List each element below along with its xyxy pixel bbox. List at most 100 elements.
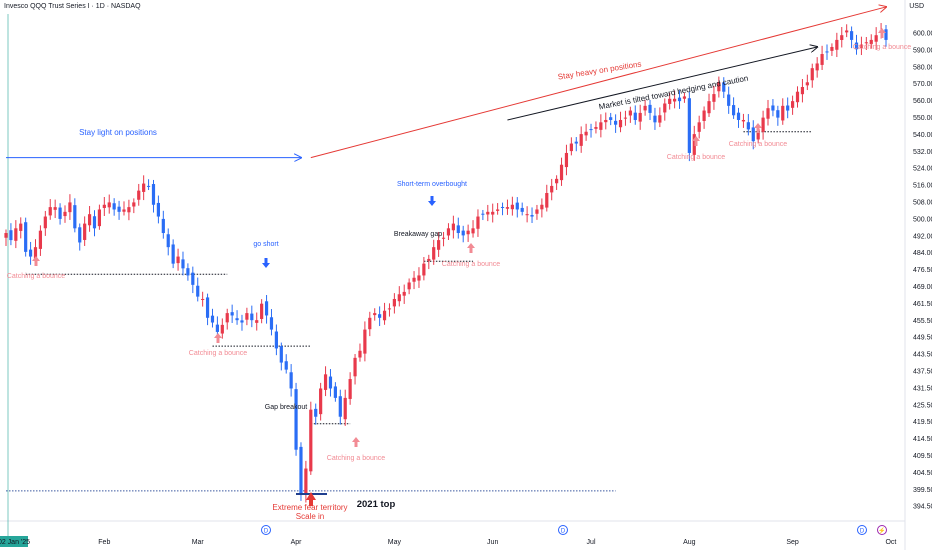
candle[interactable] (461, 225, 465, 243)
candle[interactable] (815, 57, 819, 78)
candle[interactable] (43, 210, 47, 236)
candle[interactable] (722, 77, 726, 99)
candle[interactable] (604, 112, 608, 130)
candle[interactable] (122, 201, 126, 216)
candle[interactable] (697, 115, 701, 139)
candle[interactable] (245, 307, 249, 326)
candle[interactable] (736, 107, 741, 128)
candle[interactable] (97, 204, 102, 230)
candle[interactable] (727, 86, 731, 114)
candle[interactable] (628, 106, 632, 123)
candle[interactable] (579, 126, 583, 153)
candle[interactable] (555, 175, 559, 190)
candle[interactable] (441, 231, 446, 247)
candle[interactable] (338, 389, 342, 425)
candle[interactable] (854, 34, 859, 55)
candle[interactable] (874, 27, 878, 50)
candle[interactable] (643, 99, 647, 116)
candle[interactable] (48, 199, 52, 220)
candle[interactable] (24, 217, 28, 257)
candle[interactable] (859, 36, 864, 56)
candle[interactable] (623, 110, 628, 126)
candle[interactable] (609, 112, 613, 126)
candle[interactable] (471, 220, 475, 238)
candle[interactable] (171, 239, 175, 269)
candle[interactable] (741, 113, 746, 128)
candle[interactable] (53, 199, 57, 219)
candle[interactable] (564, 144, 569, 176)
candle[interactable] (255, 312, 259, 331)
candle[interactable] (151, 179, 156, 213)
candle[interactable] (269, 309, 274, 336)
candle[interactable] (92, 210, 97, 237)
candle[interactable] (849, 26, 854, 49)
candle[interactable] (668, 92, 672, 110)
candle[interactable] (373, 308, 377, 321)
candle[interactable] (869, 34, 873, 49)
candle[interactable] (274, 324, 278, 356)
candle[interactable] (260, 299, 264, 324)
candle[interactable] (550, 178, 554, 201)
candle[interactable] (614, 114, 618, 133)
candle[interactable] (63, 205, 67, 223)
candle[interactable] (343, 389, 347, 426)
candle[interactable] (820, 45, 824, 70)
candle[interactable] (505, 199, 510, 215)
event-d-icon-1[interactable] (261, 525, 271, 535)
candle[interactable] (800, 79, 805, 103)
candle[interactable] (687, 91, 691, 162)
candle[interactable] (692, 125, 696, 161)
candle[interactable] (363, 321, 367, 362)
candle[interactable] (264, 295, 269, 324)
candle[interactable] (451, 215, 455, 239)
candle[interactable] (884, 25, 888, 47)
candle[interactable] (38, 225, 43, 256)
candle[interactable] (535, 204, 539, 220)
candle[interactable] (515, 197, 519, 218)
candle[interactable] (712, 85, 716, 110)
event-bolt-icon[interactable] (877, 525, 887, 535)
candle[interactable] (476, 209, 480, 237)
candle[interactable] (702, 106, 706, 129)
candle[interactable] (353, 354, 357, 385)
candle[interactable] (776, 105, 780, 126)
candle[interactable] (810, 63, 814, 88)
candle[interactable] (225, 308, 229, 330)
candle[interactable] (466, 224, 470, 242)
candle[interactable] (638, 104, 642, 130)
candle[interactable] (746, 114, 750, 136)
candle[interactable] (456, 217, 460, 239)
candle[interactable] (520, 202, 524, 216)
candle[interactable] (658, 107, 662, 128)
candle[interactable] (486, 204, 490, 222)
candle[interactable] (500, 202, 505, 216)
candle[interactable] (117, 200, 121, 220)
event-d-icon-3[interactable] (857, 525, 867, 535)
candle[interactable] (230, 304, 234, 323)
candle[interactable] (569, 137, 573, 156)
candle[interactable] (786, 97, 790, 119)
candle[interactable] (191, 266, 195, 294)
candle[interactable] (437, 231, 441, 257)
candle[interactable] (358, 343, 362, 362)
candle[interactable] (142, 175, 146, 201)
candle[interactable] (835, 32, 839, 58)
candle[interactable] (481, 209, 485, 221)
candle[interactable] (28, 241, 33, 265)
candle[interactable] (78, 223, 82, 251)
candle[interactable] (805, 74, 809, 91)
candle[interactable] (368, 311, 372, 337)
candle[interactable] (830, 43, 834, 56)
candle[interactable] (68, 194, 72, 220)
candle[interactable] (186, 263, 190, 281)
candle[interactable] (402, 284, 406, 304)
candle[interactable] (14, 220, 18, 249)
candle[interactable] (653, 107, 657, 130)
candle[interactable] (682, 92, 687, 103)
candle[interactable] (677, 90, 682, 109)
candle[interactable] (220, 318, 224, 339)
candle[interactable] (731, 97, 736, 119)
candle[interactable] (790, 95, 795, 115)
candle[interactable] (751, 120, 755, 150)
